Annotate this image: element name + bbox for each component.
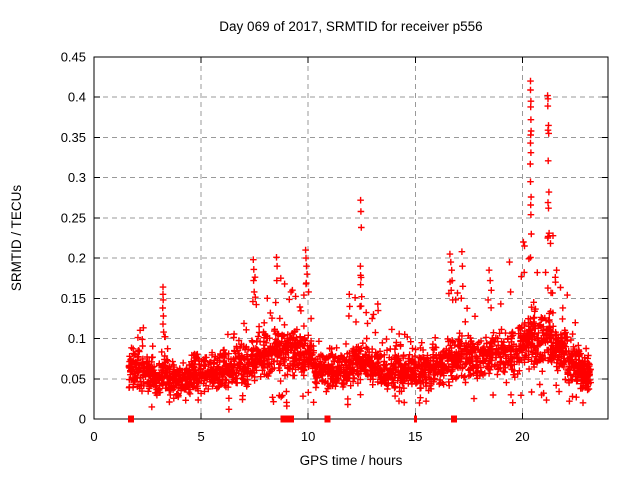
y-axis-label: SRMTID / TECUs bbox=[9, 185, 24, 292]
y-tick-label: 0.4 bbox=[68, 90, 86, 105]
zero-marker-square bbox=[127, 415, 134, 423]
zero-value-markers bbox=[127, 415, 458, 423]
y-tick-labels: 0 0.05 0.1 0.15 0.2 0.25 0.3 0.35 0.4 0.45 bbox=[61, 50, 86, 427]
plot-border bbox=[93, 56, 609, 420]
y-tick-label: 0.45 bbox=[61, 50, 86, 65]
y-tick-label: 0.3 bbox=[68, 170, 86, 185]
y-tick-label: 0.05 bbox=[61, 371, 86, 386]
zero-marker-square bbox=[451, 415, 458, 423]
chart-title: Day 069 of 2017, SRMTID for receiver p55… bbox=[219, 19, 482, 34]
x-tick-label: 0 bbox=[90, 429, 97, 444]
zero-marker-square bbox=[414, 415, 418, 423]
zero-marker-square bbox=[280, 415, 295, 423]
y-tick-label: 0.2 bbox=[68, 251, 86, 266]
y-tick-label: 0.35 bbox=[61, 130, 86, 145]
x-tick-label: 20 bbox=[515, 429, 529, 444]
x-tick-labels: 0 5 10 15 20 bbox=[90, 429, 529, 444]
x-tick-label: 15 bbox=[408, 429, 422, 444]
zero-marker-square bbox=[324, 415, 331, 423]
y-tick-label: 0.25 bbox=[61, 210, 86, 225]
x-axis-label: GPS time / hours bbox=[300, 453, 403, 468]
y-tick-label: 0.1 bbox=[68, 331, 86, 346]
y-tick-label: 0 bbox=[79, 412, 86, 427]
scatter-data-points bbox=[125, 77, 594, 413]
y-tick-label: 0.15 bbox=[61, 291, 86, 306]
x-tick-label: 5 bbox=[197, 429, 204, 444]
x-tick-label: 10 bbox=[301, 429, 315, 444]
